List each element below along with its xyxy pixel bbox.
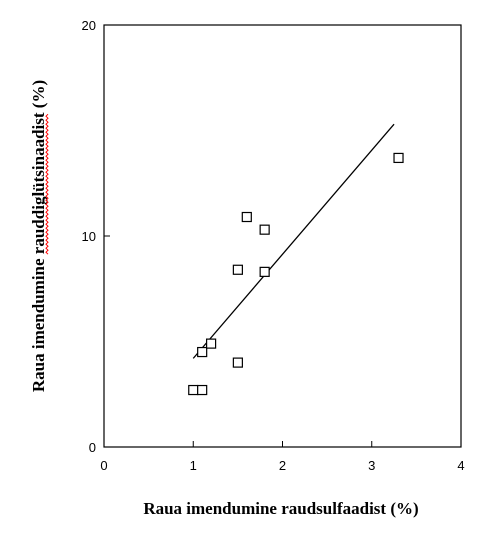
- plot-frame: [103, 24, 462, 448]
- data-point: [197, 384, 208, 396]
- data-point: [197, 346, 208, 358]
- x-axis-title: Raua imendumine raudsulfaadist (%): [143, 499, 418, 518]
- y-tick-label: 20: [82, 18, 96, 33]
- data-points: [188, 152, 404, 396]
- y-axis-title: Raua imendumine rauddiglütsinaadist (%): [29, 80, 48, 392]
- spellcheck-underline: [45, 113, 49, 255]
- data-point: [206, 338, 217, 349]
- y-axis-ticks: 0 10 20: [82, 18, 110, 455]
- x-axis-ticks: 0 1 2 3 4: [100, 441, 465, 473]
- x-tick-label: 1: [190, 458, 197, 473]
- regression-line: [192, 123, 395, 359]
- data-point: [393, 152, 404, 164]
- data-point: [259, 266, 270, 277]
- x-tick-label: 0: [100, 458, 107, 473]
- data-point: [232, 357, 243, 368]
- y-axis-title-part2: rauddiglütsinaadist: [29, 112, 48, 254]
- data-point: [188, 384, 199, 396]
- x-tick-label: 4: [457, 458, 464, 473]
- data-point: [232, 264, 243, 275]
- y-tick-label: 10: [82, 229, 96, 244]
- x-tick-label: 3: [368, 458, 375, 473]
- y-tick-label: 0: [89, 440, 96, 455]
- x-tick-label: 2: [279, 458, 286, 473]
- data-point: [259, 224, 270, 235]
- y-axis-title-part3: (%): [29, 80, 48, 113]
- data-point: [241, 211, 252, 223]
- y-axis-title-part1: Raua imendumine: [29, 254, 48, 392]
